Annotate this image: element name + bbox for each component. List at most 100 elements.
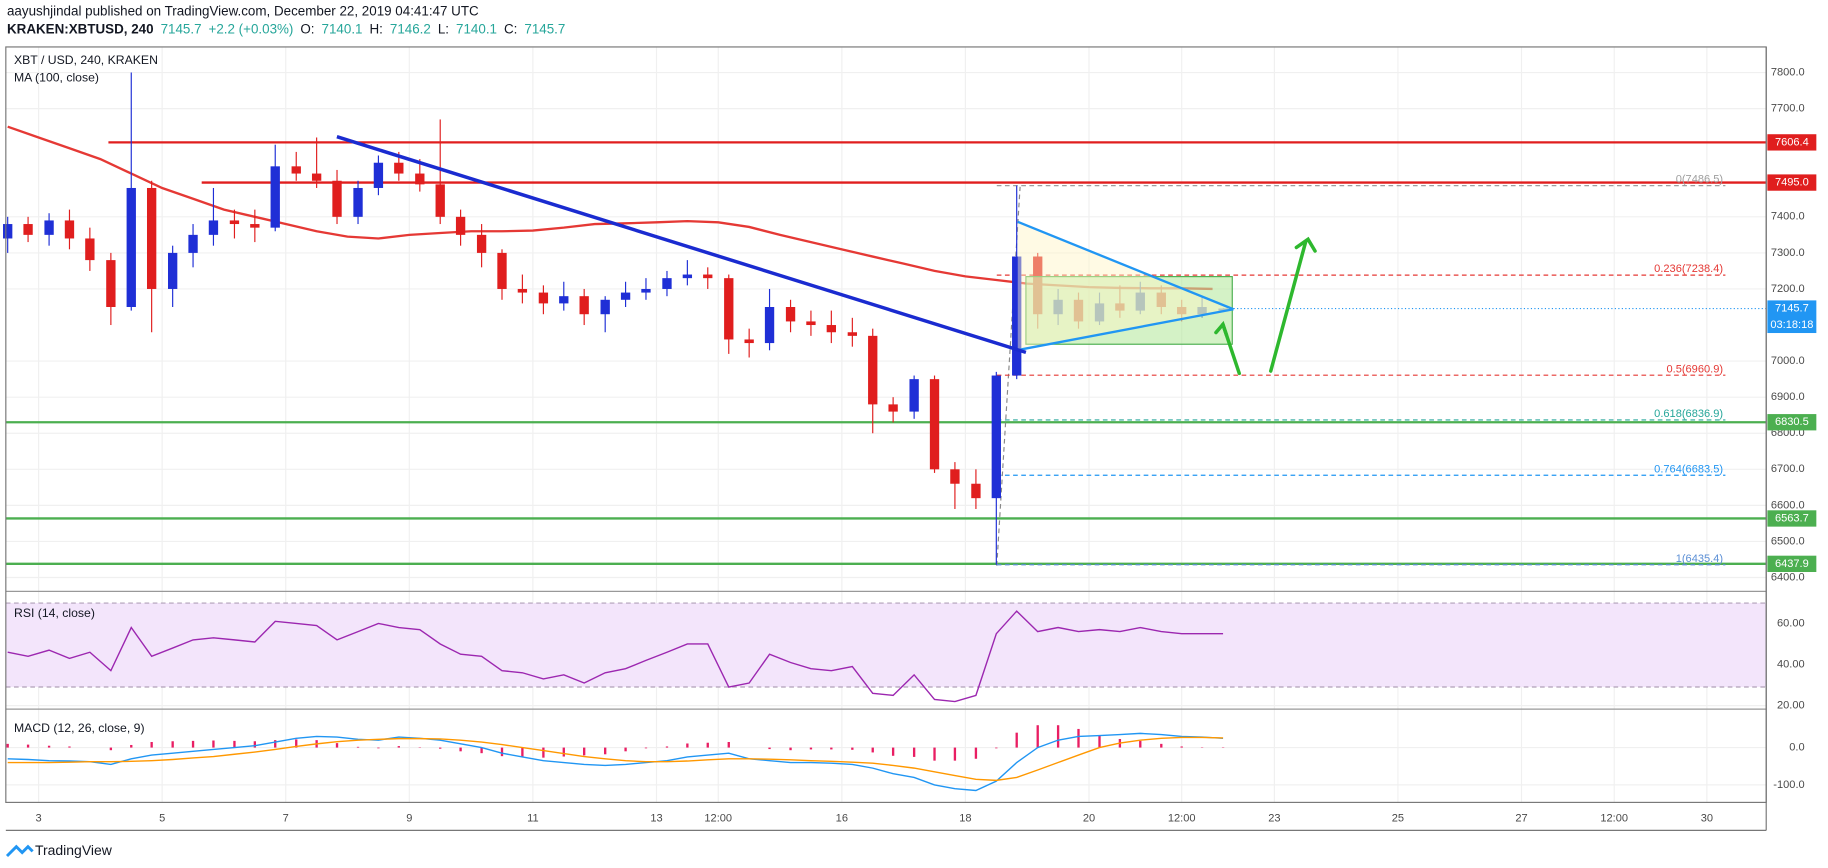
y-tick-label: 0.0	[1789, 742, 1804, 754]
level-box	[1767, 134, 1817, 151]
rsi-line	[7, 610, 1224, 703]
candle-body	[311, 173, 322, 181]
x-tick-label: 11	[527, 813, 538, 825]
y-tick-label: 20.00	[1777, 700, 1805, 712]
candle-body	[146, 187, 157, 289]
quote-item: L:	[438, 21, 449, 36]
candle-body	[3, 224, 13, 239]
fib-label: 0.236(7238.4)	[1654, 263, 1723, 275]
last-price-label: 7145.7	[1775, 302, 1809, 314]
fib-trend	[996, 186, 1021, 566]
candle-body	[106, 260, 116, 308]
candle-body	[373, 162, 384, 188]
publish-line: aayushjindal published on TradingView.co…	[7, 4, 479, 19]
fib-label: 0.618(6836.9)	[1654, 408, 1723, 420]
candle-body	[579, 296, 589, 315]
candle-body	[847, 332, 858, 336]
candle-body	[620, 292, 631, 300]
quote-item: +2.2 (+0.03%)	[209, 21, 294, 36]
triangle-lower	[1017, 308, 1234, 352]
candle-body	[85, 238, 95, 261]
quote-item: 7145.7	[524, 21, 565, 36]
fibs: 0(7486.5) 0.236(7238.4) 0.5(6960.9) 0.618(6…	[996, 174, 1726, 566]
candle-body	[188, 234, 198, 253]
candle-body	[909, 379, 919, 412]
y-tick-label: 7800.0	[1771, 66, 1805, 78]
y-tick-label: 7400.0	[1771, 211, 1805, 223]
x-tick-label: 20	[1083, 813, 1095, 825]
y-tick-label: 6400.0	[1771, 571, 1805, 583]
level-box	[1767, 555, 1817, 573]
rsi-title: RSI (14, close)	[14, 606, 95, 620]
level-label: 6437.9	[1775, 558, 1809, 570]
candle-body	[517, 288, 528, 293]
candle-body	[23, 224, 33, 235]
symbol-name: KRAKEN:XBTUSD, 240	[7, 21, 154, 36]
candle-body	[250, 224, 260, 228]
x-tick-label: 27	[1515, 813, 1527, 825]
triangle-upper	[1017, 220, 1234, 311]
candle-body	[126, 187, 136, 308]
candle-body	[600, 299, 610, 315]
y-tick-label: 7200.0	[1771, 283, 1805, 295]
fib-label: 0.5(6960.9)	[1666, 363, 1723, 375]
candle-body	[476, 234, 487, 253]
candle-body	[559, 296, 569, 304]
candle-body	[744, 339, 754, 344]
x-tick-label: 12:00	[1600, 813, 1628, 825]
level-label: 7495.0	[1775, 176, 1809, 188]
candle-body	[455, 216, 466, 235]
triangle-fill	[1017, 221, 1234, 351]
candle-body	[806, 321, 816, 326]
candle-body	[888, 404, 898, 412]
macd-line	[7, 736, 1224, 782]
y-tick-label: 7000.0	[1771, 355, 1805, 367]
candle-body	[332, 180, 342, 217]
candle-body	[435, 184, 445, 217]
x-tick-label: 7	[283, 813, 289, 825]
y-tick-label: 6800.0	[1771, 427, 1805, 439]
quote-item: O:	[300, 21, 314, 36]
quote-item: 7140.1	[322, 21, 363, 36]
candle-body	[208, 220, 219, 235]
candle-body	[1012, 256, 1022, 376]
x-tick-label: 30	[1701, 813, 1713, 825]
candle-body	[929, 379, 940, 470]
candle-body	[950, 469, 960, 484]
fib-label: 0.764(6683.5)	[1654, 463, 1723, 475]
y-tick-label: 6900.0	[1771, 391, 1805, 403]
quote-item: 7145.7	[161, 21, 202, 36]
y-tick-label: 7700.0	[1771, 103, 1805, 115]
level-box	[1767, 510, 1817, 527]
level-box	[1767, 174, 1817, 191]
level-label: 6830.5	[1775, 416, 1809, 428]
macd-line	[7, 732, 1224, 792]
candle-body	[991, 375, 1001, 499]
x-tick-label: 5	[159, 813, 165, 825]
quote-item: H:	[370, 21, 383, 36]
x-tick-label: 25	[1392, 813, 1404, 825]
y-tick-label: 6500.0	[1771, 535, 1805, 547]
fib-label: 0(7486.5)	[1676, 174, 1723, 186]
levels	[5, 141, 1767, 566]
quote-item: 7140.1	[456, 21, 497, 36]
x-tick-label: 16	[836, 813, 848, 825]
candle-body	[641, 288, 651, 293]
y-tick-label: 6700.0	[1771, 463, 1805, 475]
candle-body	[971, 483, 981, 499]
level-box	[1767, 414, 1817, 431]
x-tick-label: 23	[1268, 813, 1280, 825]
x-tick-label: 9	[406, 813, 412, 825]
candle-body	[291, 166, 301, 174]
candle-body	[662, 278, 672, 289]
fib-label: 1(6435.4)	[1676, 553, 1723, 565]
candle-body	[394, 162, 404, 174]
candle-body	[353, 187, 363, 217]
x-tick-label: 3	[35, 813, 41, 825]
ma-label: MA (100, close)	[14, 71, 99, 85]
candle-body	[229, 220, 240, 225]
symbol: KRAKEN:XBTUSD, 240 7145.7 +2.2 (+0.03%) O: 7…	[7, 21, 565, 36]
candle-body	[703, 274, 713, 279]
